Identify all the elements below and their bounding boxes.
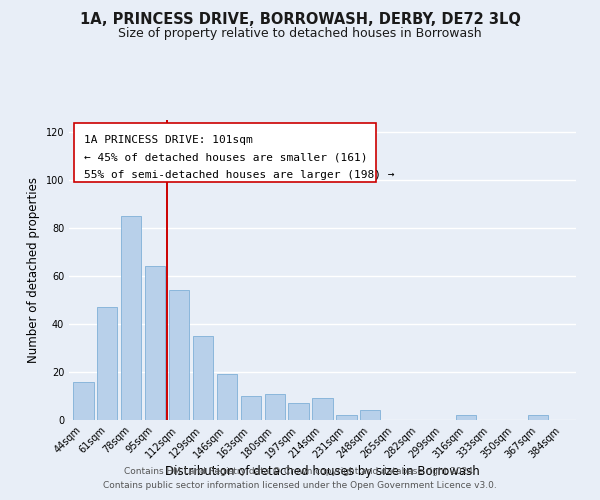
Text: Size of property relative to detached houses in Borrowash: Size of property relative to detached ho… <box>118 28 482 40</box>
Bar <box>289 403 309 420</box>
X-axis label: Distribution of detached houses by size in Borrowash: Distribution of detached houses by size … <box>165 466 480 478</box>
Text: 55% of semi-detached houses are larger (198) →: 55% of semi-detached houses are larger (… <box>84 170 395 179</box>
Bar <box>73 382 94 420</box>
Text: ← 45% of detached houses are smaller (161): ← 45% of detached houses are smaller (16… <box>84 153 368 163</box>
Y-axis label: Number of detached properties: Number of detached properties <box>27 177 40 363</box>
Text: Contains HM Land Registry data © Crown copyright and database right 2024.: Contains HM Land Registry data © Crown c… <box>124 467 476 476</box>
Text: 1A PRINCESS DRIVE: 101sqm: 1A PRINCESS DRIVE: 101sqm <box>84 135 253 145</box>
Text: 1A, PRINCESS DRIVE, BORROWASH, DERBY, DE72 3LQ: 1A, PRINCESS DRIVE, BORROWASH, DERBY, DE… <box>80 12 520 28</box>
Bar <box>360 410 380 420</box>
FancyBboxPatch shape <box>74 123 376 182</box>
Bar <box>336 415 356 420</box>
Bar <box>527 415 548 420</box>
Bar <box>265 394 285 420</box>
Bar <box>217 374 237 420</box>
Bar <box>313 398 332 420</box>
Bar <box>456 415 476 420</box>
Text: Contains public sector information licensed under the Open Government Licence v3: Contains public sector information licen… <box>103 481 497 490</box>
Bar <box>241 396 261 420</box>
Bar <box>97 307 118 420</box>
Bar <box>121 216 142 420</box>
Bar <box>193 336 213 420</box>
Bar <box>145 266 165 420</box>
Bar <box>169 290 189 420</box>
